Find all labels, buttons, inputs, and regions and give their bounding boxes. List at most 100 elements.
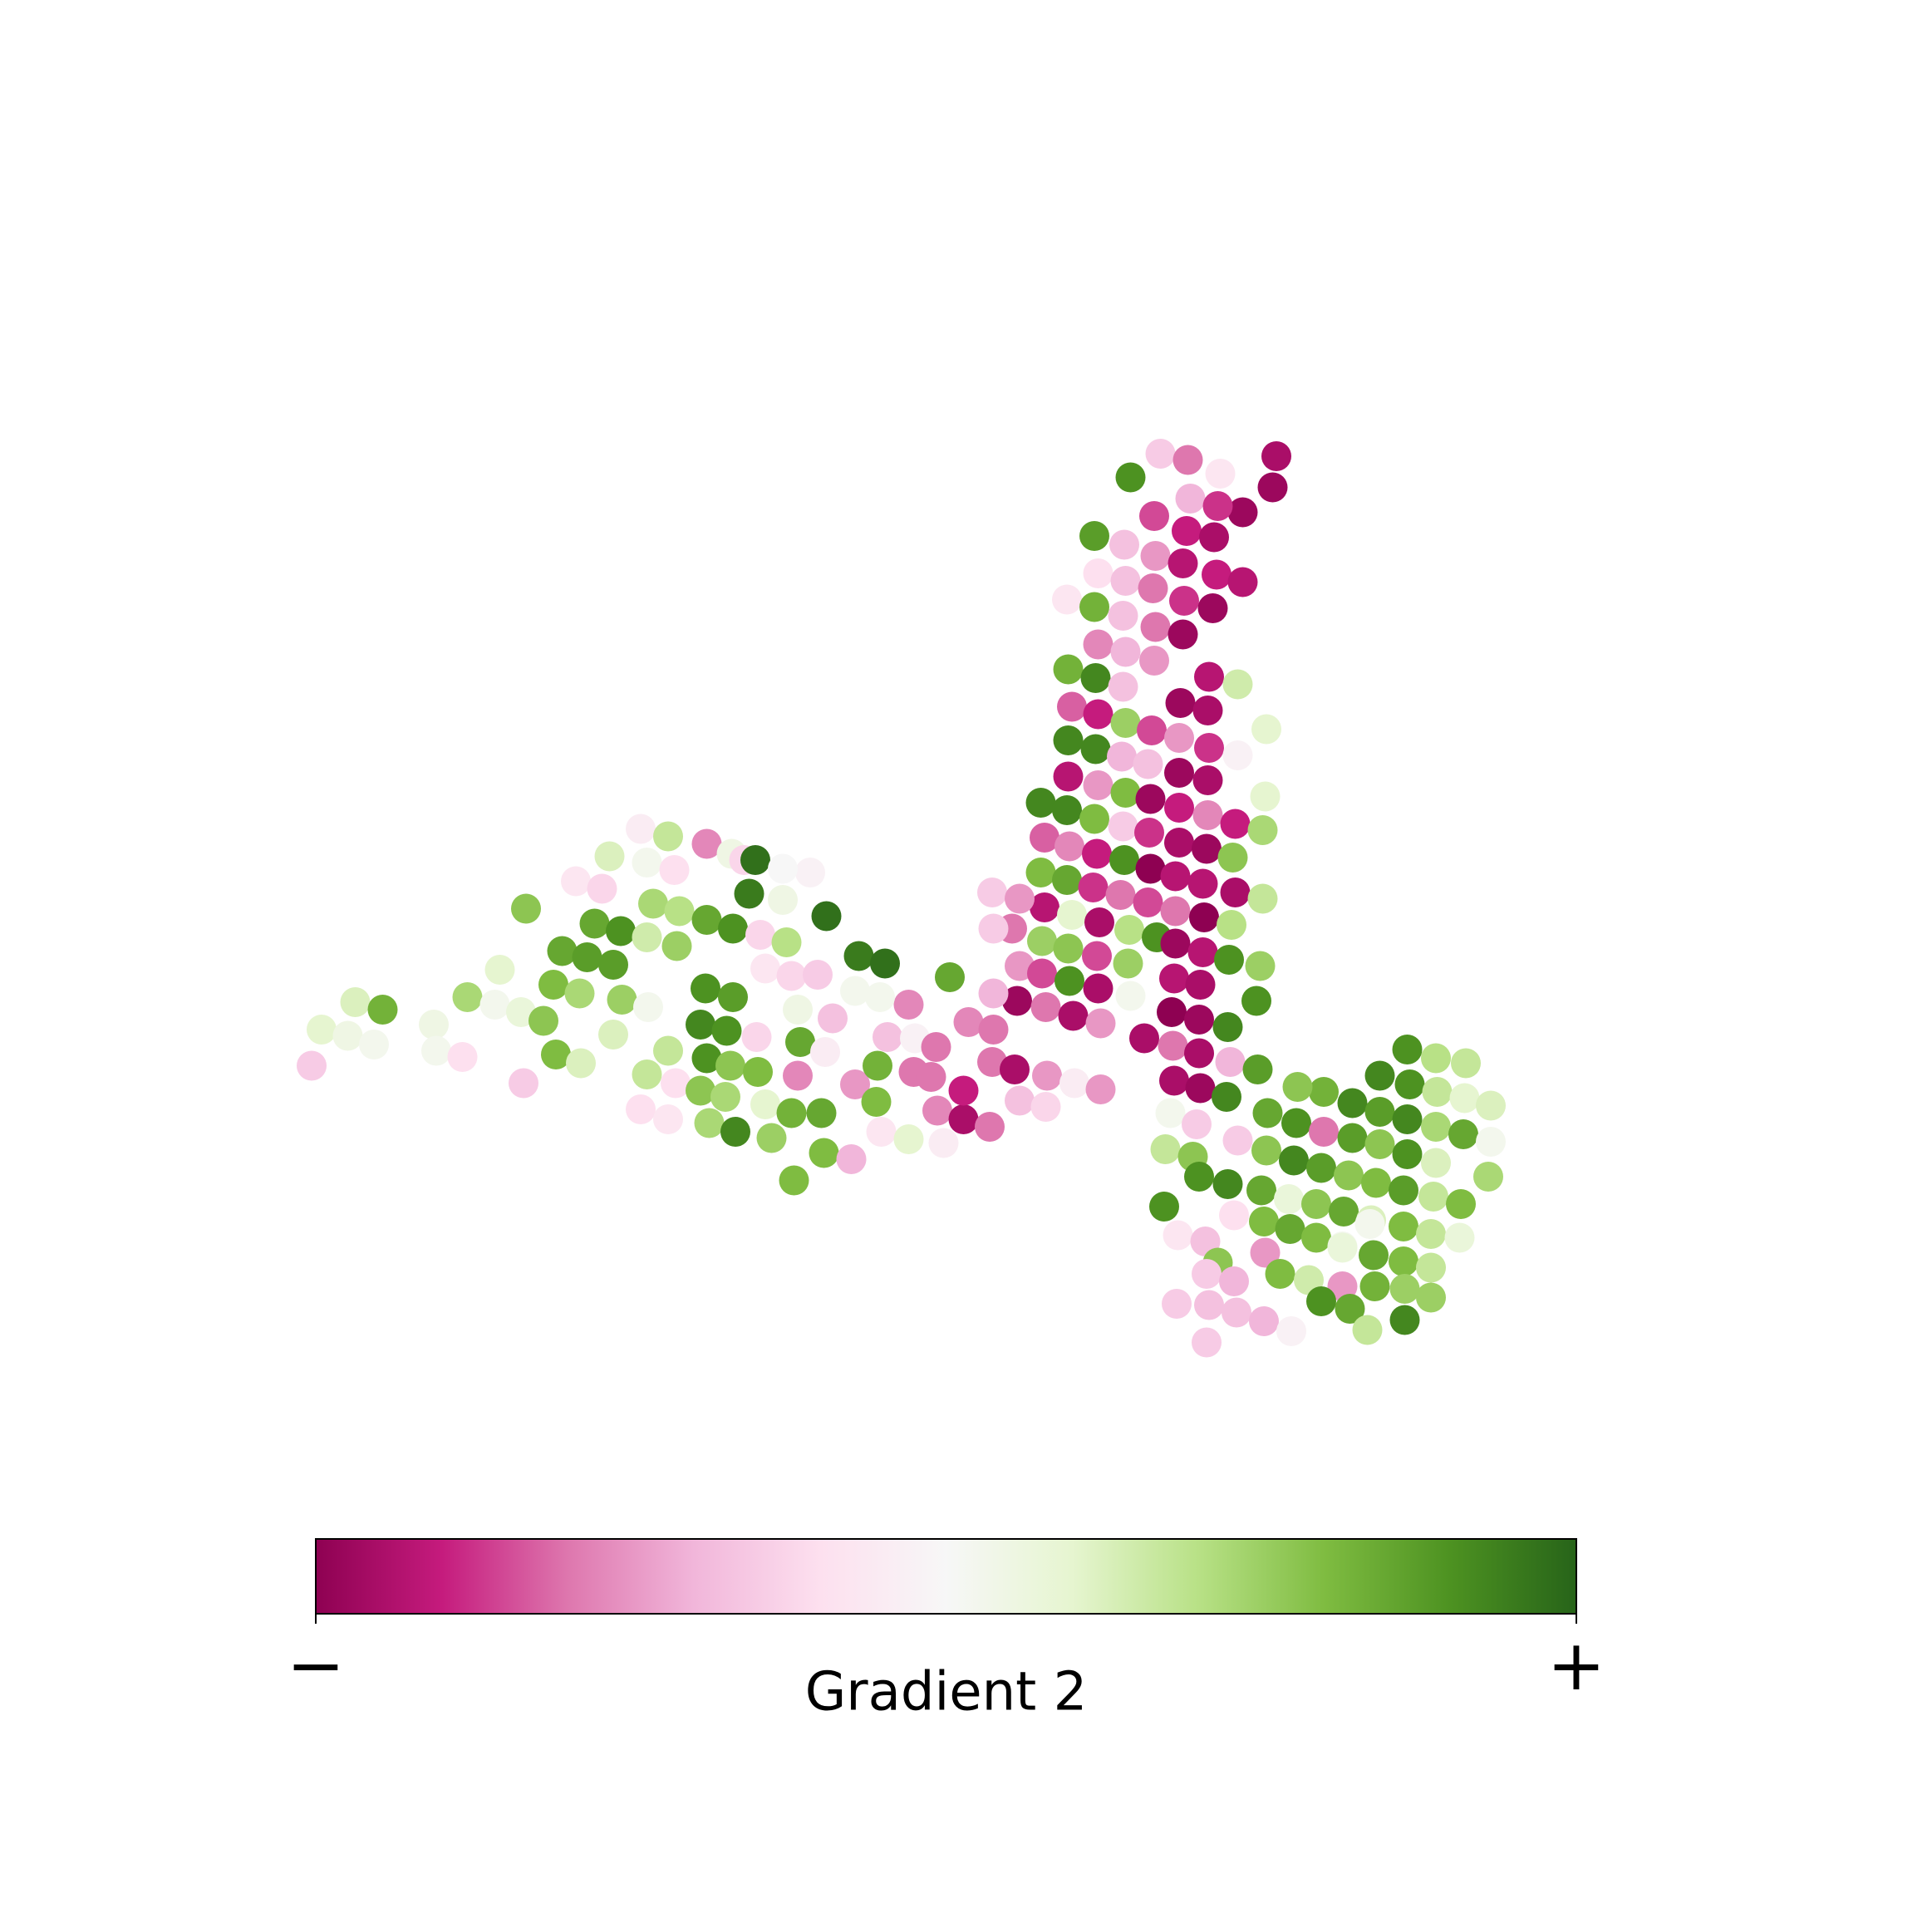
point <box>1212 1082 1241 1112</box>
point <box>1247 883 1278 914</box>
point <box>783 995 813 1025</box>
point <box>1027 958 1057 989</box>
point <box>606 916 636 946</box>
point <box>659 855 690 885</box>
point <box>948 1104 979 1134</box>
point <box>566 1048 596 1079</box>
point <box>1137 715 1167 745</box>
point <box>1054 831 1084 862</box>
point <box>975 1112 1005 1142</box>
point <box>598 1020 628 1050</box>
point <box>1451 1048 1481 1079</box>
point <box>1337 1123 1368 1153</box>
point <box>1242 1054 1273 1084</box>
point <box>1027 926 1057 956</box>
point <box>1168 619 1198 650</box>
point <box>1334 1160 1364 1191</box>
point <box>1025 858 1056 887</box>
point <box>1159 963 1189 994</box>
point <box>1135 853 1166 884</box>
point <box>694 1108 725 1138</box>
point <box>1329 1197 1359 1227</box>
point <box>1083 770 1113 800</box>
point <box>1002 986 1032 1016</box>
point <box>809 1138 839 1168</box>
point <box>1187 868 1218 899</box>
point <box>1058 1000 1089 1031</box>
point <box>1444 1222 1475 1253</box>
point <box>978 1015 1009 1045</box>
point <box>1476 1127 1506 1157</box>
point <box>1160 896 1191 927</box>
point <box>1030 823 1059 853</box>
point <box>1052 865 1082 895</box>
point <box>1164 793 1194 823</box>
point <box>1139 646 1169 676</box>
point <box>1005 883 1035 914</box>
point <box>1139 501 1169 531</box>
point <box>776 961 807 991</box>
point <box>1220 878 1251 907</box>
point <box>1164 828 1194 858</box>
point <box>806 1098 837 1128</box>
point <box>1150 1134 1181 1164</box>
point <box>1149 1192 1179 1222</box>
point <box>1109 529 1139 560</box>
point <box>1184 1038 1214 1069</box>
point <box>1030 1092 1061 1122</box>
point <box>948 1075 979 1106</box>
point <box>711 1015 742 1046</box>
point <box>740 845 770 875</box>
point <box>607 985 637 1015</box>
point <box>1105 880 1136 910</box>
point <box>359 1030 389 1059</box>
point <box>1222 1297 1251 1328</box>
point <box>720 1117 750 1147</box>
point <box>1135 784 1166 814</box>
point <box>1227 497 1258 528</box>
point <box>1108 811 1138 842</box>
point <box>810 1037 840 1067</box>
point <box>1057 900 1087 930</box>
point <box>1217 910 1246 940</box>
colorbar-tick-label: − <box>287 1625 345 1706</box>
point <box>1389 1175 1418 1206</box>
point <box>541 1040 571 1069</box>
point <box>840 1069 870 1099</box>
point <box>1164 758 1194 788</box>
point <box>1192 833 1222 864</box>
point <box>1359 1271 1390 1301</box>
point <box>1133 749 1163 779</box>
point <box>1335 1294 1365 1324</box>
point <box>1172 445 1203 475</box>
point <box>367 995 398 1025</box>
point <box>1079 804 1109 834</box>
point <box>1082 838 1112 869</box>
point <box>1057 691 1087 722</box>
point <box>1160 928 1191 959</box>
point <box>484 955 515 985</box>
point <box>1301 1222 1331 1253</box>
point <box>511 893 541 924</box>
point <box>1134 818 1164 848</box>
point <box>572 942 602 972</box>
point <box>1212 1169 1243 1199</box>
point <box>1083 699 1113 730</box>
point <box>1241 986 1271 1016</box>
point <box>795 858 825 887</box>
point <box>1364 1060 1395 1091</box>
point <box>1249 1306 1279 1336</box>
point <box>1080 734 1111 764</box>
point <box>1133 887 1163 917</box>
point <box>661 1068 691 1099</box>
point <box>803 960 833 990</box>
point <box>1079 521 1109 551</box>
colorbar-gradient <box>315 1538 1577 1615</box>
point <box>1110 637 1141 667</box>
point <box>1220 809 1251 839</box>
point <box>1030 992 1061 1022</box>
point <box>1109 845 1139 875</box>
point <box>783 1060 813 1091</box>
point <box>1079 592 1109 622</box>
